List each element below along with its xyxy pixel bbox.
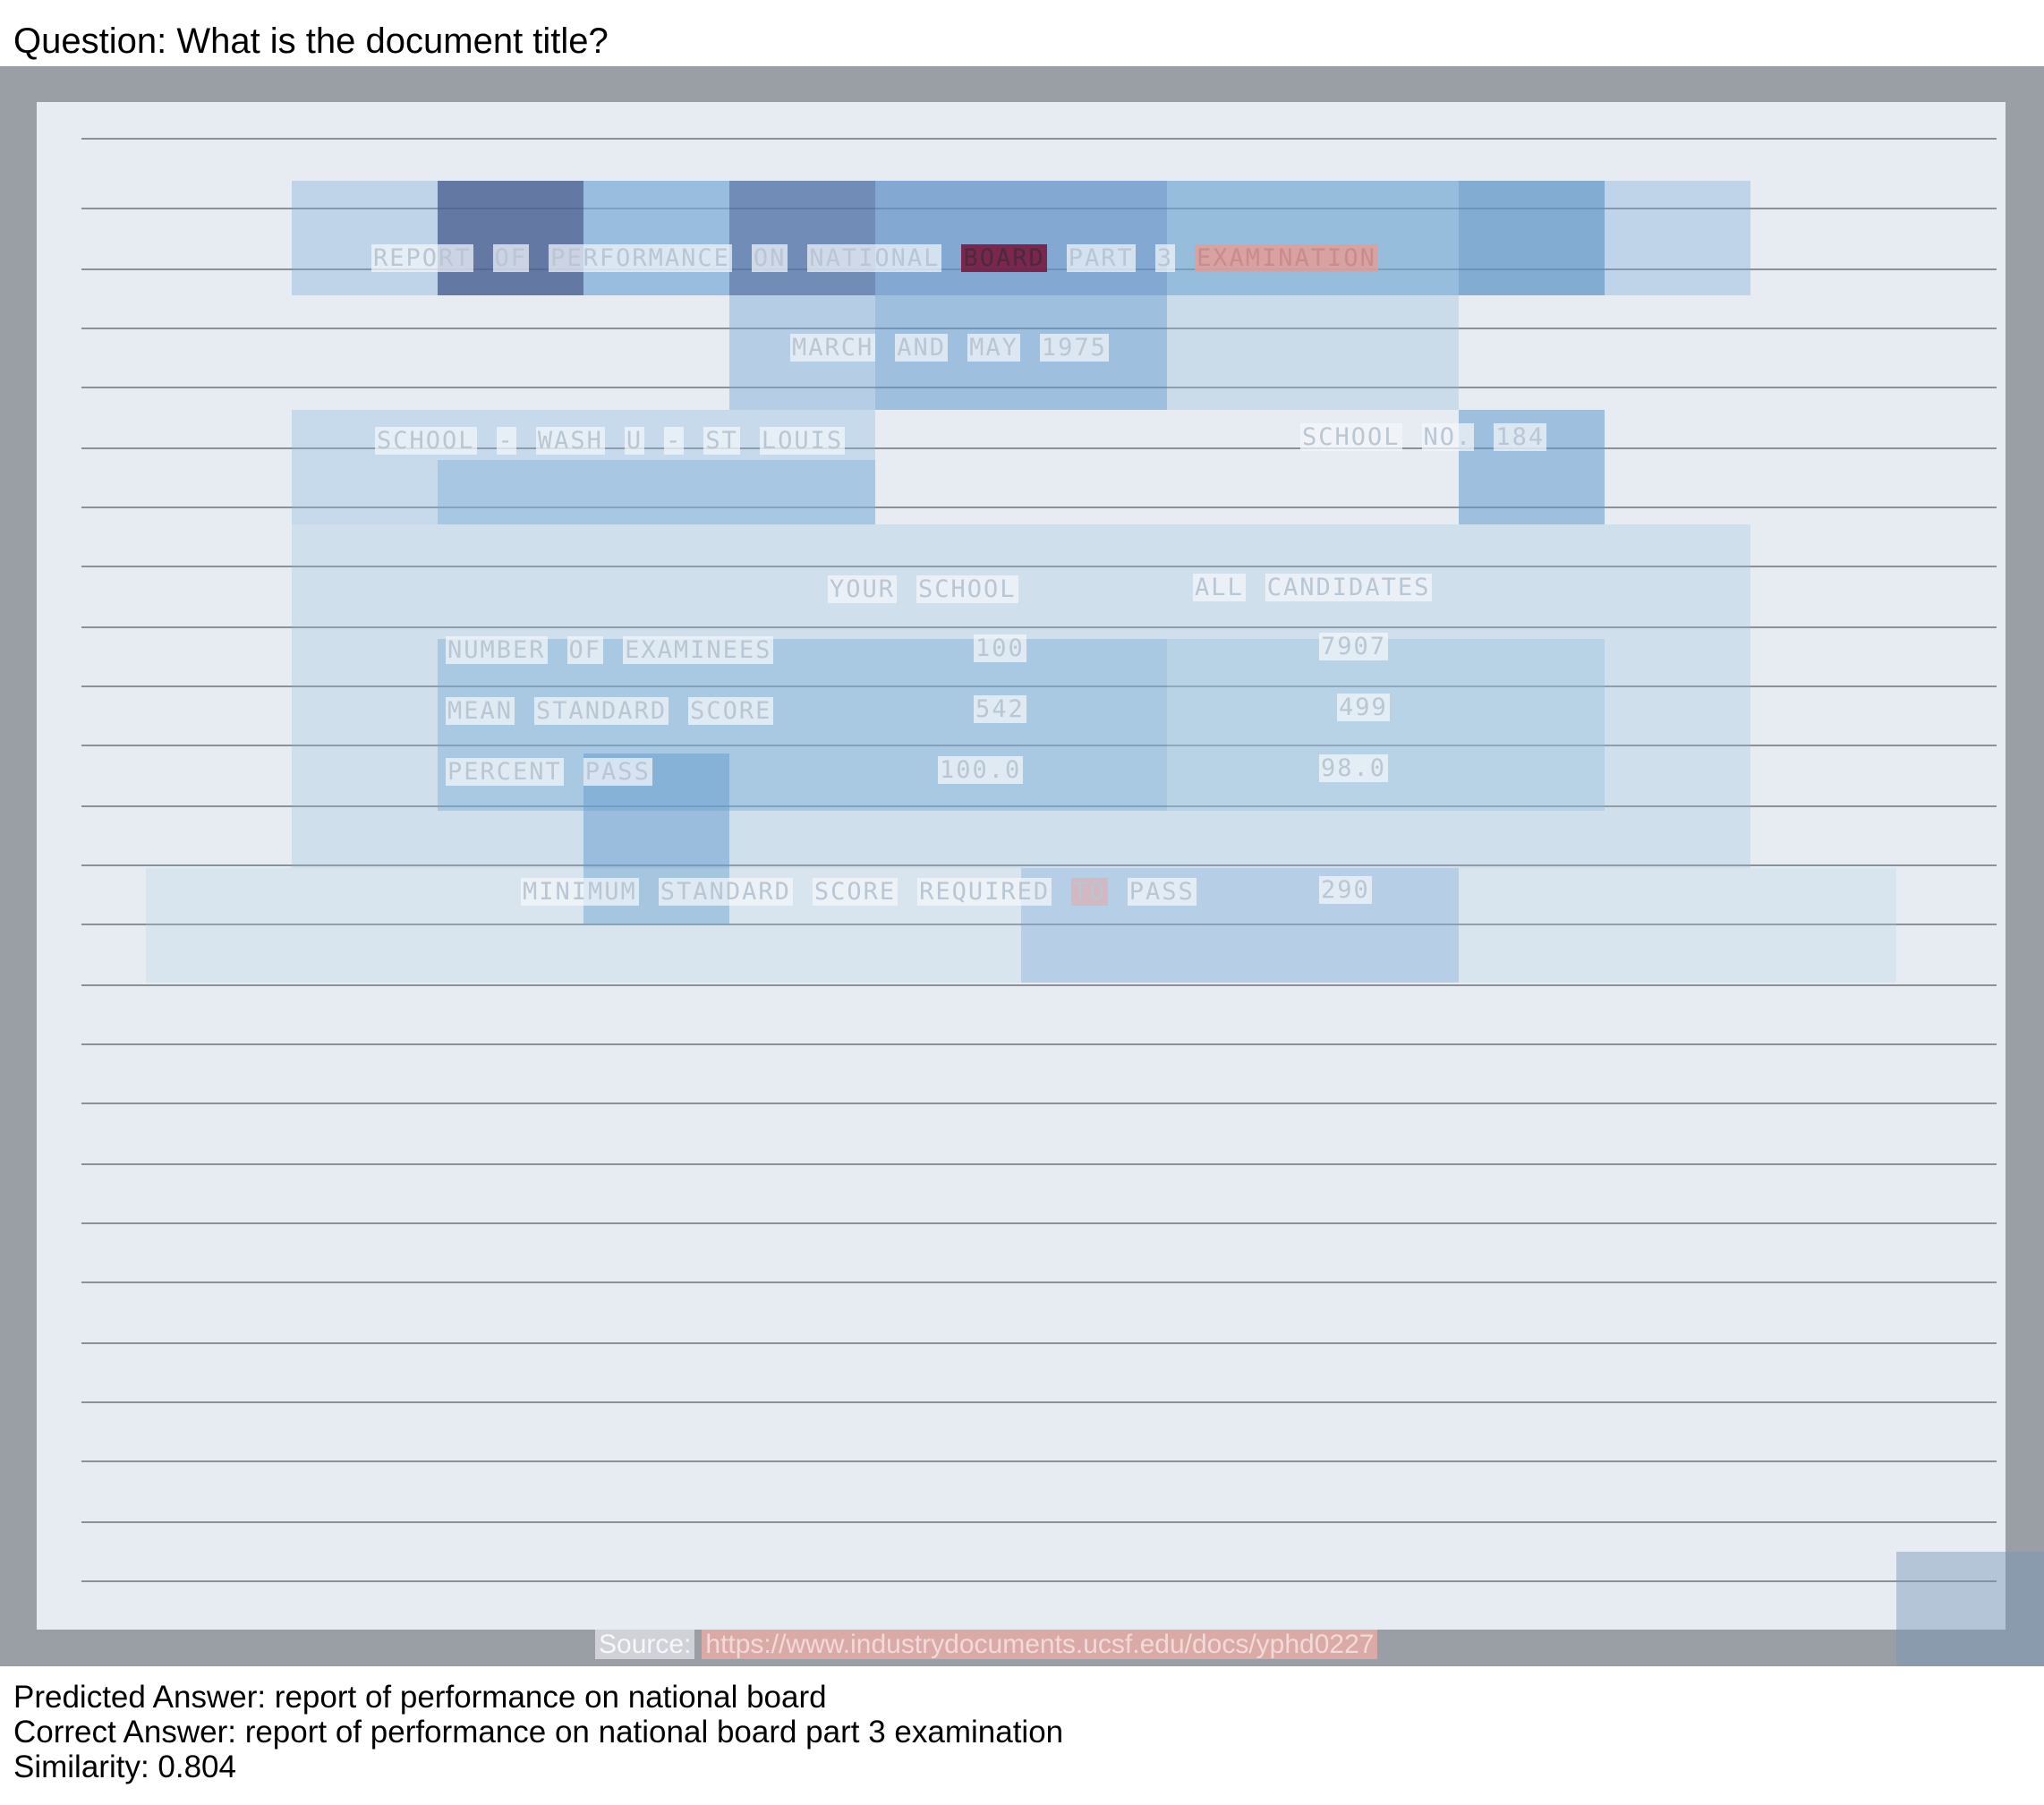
value-text: 7907	[1319, 633, 1389, 660]
predicted-answer: Predicted Answer: report of performance …	[13, 1680, 827, 1715]
title-word: BOARD	[961, 244, 1047, 272]
answer-summary: Predicted Answer: report of performance …	[13, 1680, 1063, 1784]
school-word: U	[624, 427, 645, 455]
value-all-candidates-examinees: 7907	[1319, 632, 1389, 662]
school-word: -	[496, 427, 516, 455]
value-text: 542	[974, 695, 1026, 723]
correct-answer: Correct Answer: report of performance on…	[13, 1715, 1064, 1750]
school-word: ST	[703, 427, 740, 455]
label-word: NUMBER	[446, 636, 548, 664]
value-text: 499	[1337, 694, 1390, 721]
col-word: SCHOOL	[916, 575, 1018, 603]
source-attribution: Source: https://www.industrydocuments.ucs…	[595, 1629, 1378, 1661]
date-word: 1975	[1039, 334, 1109, 362]
minimum-word: TO	[1071, 878, 1108, 906]
minimum-score-value: 290	[1319, 875, 1372, 906]
title-word: OF	[492, 244, 530, 272]
col-word: YOUR	[828, 575, 898, 603]
question-text: Question: What is the document title?	[13, 21, 609, 61]
school-word: LOUIS	[759, 427, 846, 455]
label-word: SCORE	[688, 697, 774, 725]
title-word: EXAMINATION	[1195, 244, 1378, 272]
row-label-mean-score: MEAN STANDARD SCORE	[446, 696, 774, 727]
date-word: MARCH	[790, 334, 876, 362]
value-text: 100.0	[938, 756, 1024, 784]
value-your-school-examinees: 100	[974, 634, 1026, 664]
column-header-your-school: YOUR SCHOOL	[828, 575, 1018, 605]
value-your-school-mean-score: 542	[974, 694, 1026, 725]
title-word: PERFORMANCE	[549, 244, 732, 272]
label-word: PASS	[583, 758, 652, 786]
school-no-word: 184	[1494, 423, 1547, 451]
school-word: -	[664, 427, 685, 455]
row-label-percent-pass: PERCENT PASS	[446, 757, 652, 788]
document-title: REPORT OF PERFORMANCE ON NATIONAL BOARD PART 3 E…	[371, 243, 1378, 274]
minimum-score-line: MINIMUM STANDARD SCORE REQUIRED TO PASS	[521, 877, 1197, 907]
row-label-examinees: NUMBER OF EXAMINEES	[446, 635, 774, 666]
source-label: Source:	[595, 1630, 695, 1659]
value-all-candidates-percent-pass: 98.0	[1319, 754, 1389, 784]
title-word: PART	[1066, 244, 1136, 272]
column-header-all-candidates: ALL CANDIDATES	[1193, 573, 1433, 603]
title-word: ON	[751, 244, 788, 272]
col-word: CANDIDATES	[1265, 574, 1433, 601]
value-your-school-percent-pass: 100.0	[938, 755, 1024, 786]
value-text: 98.0	[1319, 754, 1389, 782]
label-word: OF	[566, 636, 604, 664]
document-date: MARCH AND MAY 1975	[790, 333, 1109, 363]
similarity-score: Similarity: 0.804	[13, 1750, 236, 1784]
school-no-word: NO.	[1421, 423, 1475, 451]
source-url[interactable]: https://www.industrydocuments.ucsf.edu/d…	[702, 1630, 1378, 1659]
school-no-word: SCHOOL	[1300, 423, 1402, 451]
school-word: WASH	[535, 427, 605, 455]
label-word: MEAN	[446, 697, 515, 725]
title-word: 3	[1154, 244, 1176, 272]
label-word: STANDARD	[534, 697, 669, 725]
title-word: REPORT	[371, 244, 473, 272]
minimum-word: REQUIRED	[917, 878, 1052, 906]
value-text: 290	[1319, 876, 1372, 904]
label-word: EXAMINEES	[623, 636, 774, 664]
minimum-word: STANDARD	[658, 878, 793, 906]
document-image: REPORT OF PERFORMANCE ON NATIONAL BOARD PART 3 E…	[0, 66, 2044, 1666]
title-word: NATIONAL	[807, 244, 942, 272]
paper-sheet	[37, 102, 2006, 1630]
col-word: ALL	[1193, 574, 1246, 601]
school-number: SCHOOL NO. 184	[1300, 422, 1547, 453]
minimum-word: SCORE	[812, 878, 899, 906]
label-word: PERCENT	[446, 758, 564, 786]
minimum-word: MINIMUM	[521, 878, 639, 906]
school-word: SCHOOL	[375, 427, 477, 455]
value-text: 100	[974, 634, 1026, 662]
minimum-word: PASS	[1127, 878, 1197, 906]
school-name: SCHOOL - WASH U - ST LOUIS	[375, 426, 846, 456]
value-all-candidates-mean-score: 499	[1337, 693, 1390, 723]
date-word: AND	[895, 334, 949, 362]
date-word: MAY	[967, 334, 1020, 362]
